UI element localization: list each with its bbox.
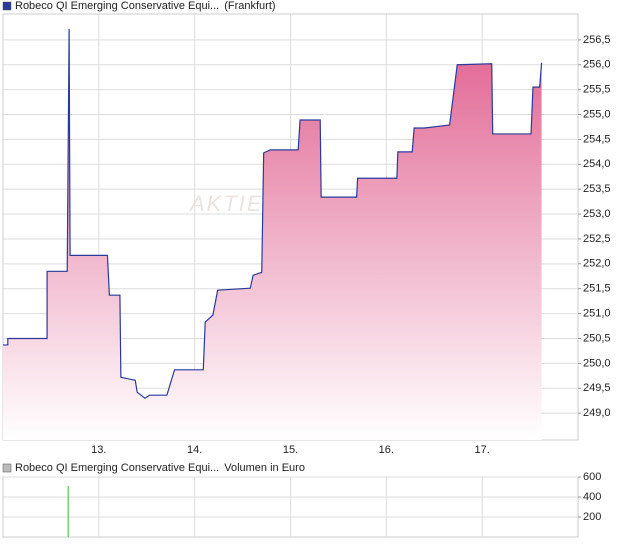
x-tick-label: 16.	[379, 444, 394, 456]
y-tick-label: 200	[583, 511, 601, 523]
y-tick-label: 252,5	[583, 233, 611, 245]
y-tick-label: 400	[583, 491, 601, 503]
x-tick-label: 15.	[283, 444, 298, 456]
y-tick-label: 255,0	[583, 108, 611, 120]
x-tick-label: 13.	[91, 444, 106, 456]
x-tick-label: 14.	[187, 444, 202, 456]
legend-label: Robeco QI Emerging Conservative Equi...	[15, 0, 219, 12]
watermark: AKTIE	[188, 191, 264, 216]
y-tick-label: 253,5	[583, 183, 611, 195]
y-tick-label: 256,5	[583, 34, 611, 46]
y-tick-label: 255,5	[583, 84, 611, 96]
volume-bar	[67, 486, 69, 537]
y-tick-label: 253,0	[583, 208, 611, 220]
legend-swatch	[2, 463, 12, 473]
y-tick-label: 250,5	[583, 332, 611, 344]
y-tick-label: 250,0	[583, 357, 611, 369]
y-tick-label: 249,0	[583, 407, 611, 419]
y-tick-label: 249,5	[583, 382, 611, 394]
price-line	[3, 28, 543, 399]
legend-label: Volumen in Euro	[224, 462, 305, 474]
x-tick-label: 17.	[475, 444, 490, 456]
y-tick-label: 251,0	[583, 307, 611, 319]
area	[3, 28, 542, 441]
y-tick-label: 251,5	[583, 283, 611, 295]
y-tick-label: 256,0	[583, 59, 611, 71]
legend-swatch	[2, 1, 12, 11]
y-tick-label: 252,0	[583, 258, 611, 270]
legend-label: Robeco QI Emerging Conservative Equi...	[15, 462, 219, 474]
legend-label: (Frankfurt)	[224, 0, 275, 12]
y-tick-label: 600	[583, 471, 601, 483]
y-tick-label: 254,5	[583, 133, 611, 145]
y-tick-label: 254,0	[583, 158, 611, 170]
